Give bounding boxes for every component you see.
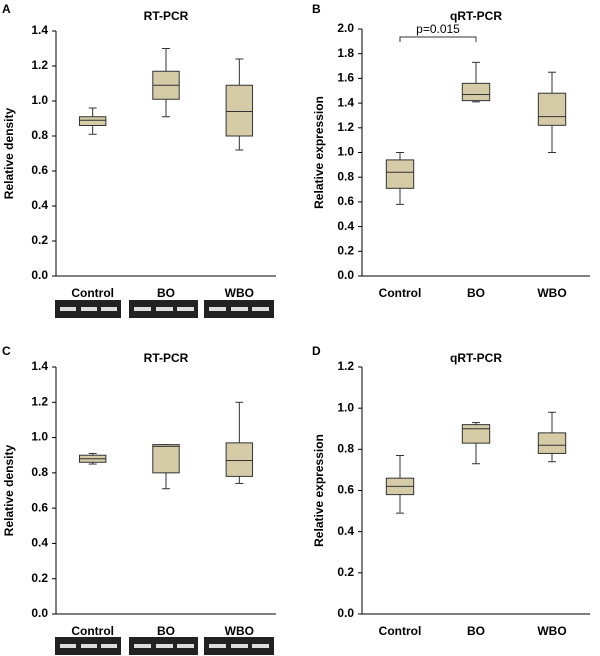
annotation: p=0.015 <box>416 22 460 36</box>
box <box>78 116 107 126</box>
y-tick-label: 0.0 <box>31 268 48 282</box>
y-tick-label: 0.2 <box>337 243 354 257</box>
y-tick-label: 1.8 <box>337 46 354 60</box>
y-tick-label: 1.4 <box>31 23 48 37</box>
x-tick-label: Control <box>379 286 422 300</box>
y-tick-label: 0.4 <box>31 536 48 550</box>
box <box>225 84 254 137</box>
y-axis-label: Relative expression <box>312 96 326 209</box>
gel-bands <box>60 307 269 648</box>
x-tick-label: Control <box>71 286 114 300</box>
y-tick-label: 0.4 <box>337 524 354 538</box>
y-axis-label: Relative density <box>2 444 16 536</box>
y-tick-label: 0.2 <box>337 565 354 579</box>
y-tick-label: 0.0 <box>337 268 354 282</box>
panel-label: D <box>312 344 321 358</box>
box <box>152 444 180 474</box>
y-tick-label: 1.6 <box>337 71 354 85</box>
bracket <box>399 36 477 42</box>
y-tick-label: 0.4 <box>31 198 48 212</box>
y-tick-label: 0.0 <box>337 606 354 620</box>
x-tick-label: WBO <box>225 624 254 638</box>
y-tick-label: 1.2 <box>337 359 354 373</box>
chart-title: RT-PCR <box>144 351 189 365</box>
y-tick-label: 1.2 <box>31 58 48 72</box>
chart-title: RT-PCR <box>144 9 189 23</box>
panel-label: A <box>2 2 11 16</box>
chart-title: qRT-PCR <box>450 351 502 365</box>
y-tick-label: 0.2 <box>31 571 48 585</box>
y-tick-label: 1.0 <box>337 400 354 414</box>
y-tick-label: 2.0 <box>337 21 354 35</box>
y-tick-label: 1.0 <box>31 93 48 107</box>
y-axis-label: Relative expression <box>312 434 326 547</box>
x-tick-label: WBO <box>537 286 566 300</box>
y-tick-label: 0.6 <box>337 194 354 208</box>
x-tick-label: WBO <box>225 286 254 300</box>
y-tick-label: 0.6 <box>337 483 354 497</box>
box <box>461 424 491 444</box>
x-tick-label: Control <box>379 624 422 638</box>
box <box>461 82 491 102</box>
y-tick-label: 1.0 <box>31 430 48 444</box>
x-tick-label: WBO <box>537 624 566 638</box>
y-axis-label: Relative density <box>2 107 16 199</box>
x-tick-label: BO <box>157 624 175 638</box>
y-tick-label: 0.4 <box>337 219 354 233</box>
y-tick-label: 0.8 <box>337 169 354 183</box>
y-tick-label: 1.4 <box>337 95 354 109</box>
y-tick-label: 0.6 <box>31 500 48 514</box>
y-tick-label: 0.0 <box>31 606 48 620</box>
panel-label: B <box>312 2 321 16</box>
y-tick-label: 1.0 <box>337 145 354 159</box>
y-tick-label: 0.2 <box>31 233 48 247</box>
box <box>537 92 567 126</box>
y-tick-label: 1.2 <box>337 120 354 134</box>
x-tick-label: BO <box>467 624 485 638</box>
box <box>537 432 567 454</box>
y-tick-label: 0.6 <box>31 163 48 177</box>
x-tick-label: BO <box>157 286 175 300</box>
box <box>385 159 415 189</box>
y-tick-label: 1.2 <box>31 394 48 408</box>
y-tick-label: 0.8 <box>31 465 48 479</box>
y-tick-label: 1.4 <box>31 359 48 373</box>
box <box>225 442 254 477</box>
y-tick-label: 0.8 <box>337 442 354 456</box>
chart-title: qRT-PCR <box>450 9 502 23</box>
panel-label: C <box>2 344 11 358</box>
x-tick-label: Control <box>71 624 114 638</box>
y-tick-label: 0.8 <box>31 128 48 142</box>
x-tick-label: BO <box>467 286 485 300</box>
